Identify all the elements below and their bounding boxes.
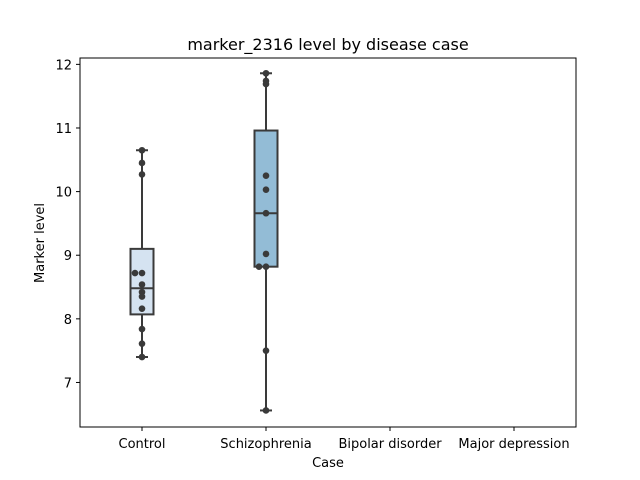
plot-frame bbox=[79, 57, 577, 428]
data-point bbox=[262, 80, 270, 88]
y-tick-label: 7 bbox=[64, 376, 72, 391]
data-point bbox=[138, 159, 146, 167]
data-point bbox=[262, 186, 270, 193]
data-point bbox=[262, 69, 270, 77]
y-tick-label: 10 bbox=[55, 186, 72, 201]
data-point bbox=[262, 172, 270, 179]
data-point bbox=[262, 250, 270, 258]
data-point bbox=[138, 293, 146, 300]
data-point bbox=[138, 340, 146, 347]
x-axis-label: Case bbox=[312, 456, 344, 471]
data-point bbox=[138, 269, 146, 277]
box-control bbox=[129, 146, 155, 361]
data-point bbox=[262, 209, 270, 217]
data-point bbox=[262, 407, 270, 414]
x-axis: Control Schizophrenia Bipolar disorder Majo… bbox=[119, 427, 570, 452]
data-point bbox=[138, 353, 146, 361]
data-point bbox=[138, 171, 146, 178]
data-point bbox=[255, 263, 263, 270]
boxes bbox=[129, 69, 279, 414]
y-tick-label: 9 bbox=[64, 249, 72, 264]
y-axis: 7 8 9 10 11 12 bbox=[55, 58, 80, 391]
data-point bbox=[138, 281, 146, 288]
x-tick-label: Control bbox=[119, 437, 166, 452]
data-point bbox=[138, 146, 146, 154]
plot-area bbox=[79, 57, 577, 428]
data-point bbox=[138, 325, 146, 333]
box-schizophrenia bbox=[253, 69, 279, 414]
data-point bbox=[262, 263, 270, 270]
chart-title: marker_2316 level by disease case bbox=[187, 35, 468, 55]
x-tick-label: Major depression bbox=[458, 437, 569, 452]
data-point bbox=[138, 305, 146, 312]
box-iqr bbox=[253, 129, 279, 268]
y-axis-label: Marker level bbox=[33, 203, 48, 283]
data-point bbox=[131, 269, 139, 277]
data-point bbox=[262, 347, 270, 354]
y-tick-label: 12 bbox=[55, 58, 72, 73]
y-tick-label: 11 bbox=[55, 122, 72, 137]
x-tick-label: Schizophrenia bbox=[220, 437, 311, 452]
y-tick-label: 8 bbox=[64, 313, 72, 328]
x-tick-label: Bipolar disorder bbox=[338, 437, 442, 452]
